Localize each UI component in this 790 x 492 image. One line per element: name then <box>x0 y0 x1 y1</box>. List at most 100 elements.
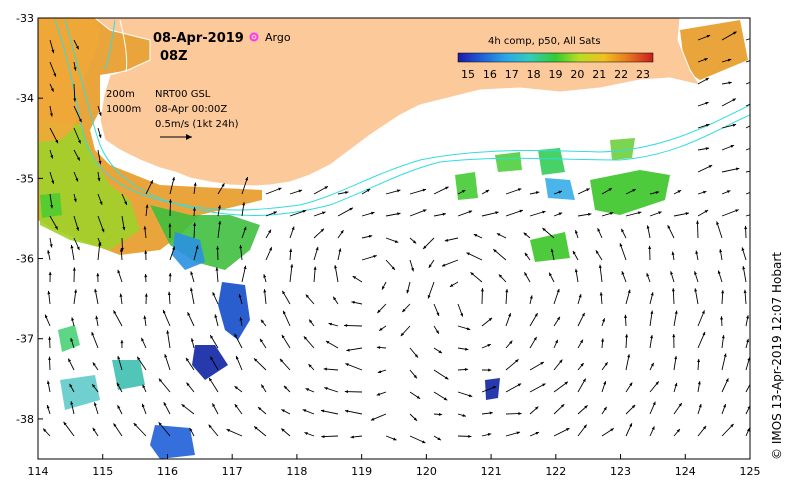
current-arrow <box>646 225 651 239</box>
current-arrow <box>308 319 315 327</box>
depth-1000-label: 1000m <box>106 104 141 115</box>
current-arrow <box>313 266 317 283</box>
current-arrow <box>433 347 443 354</box>
current-arrow <box>92 362 99 371</box>
current-arrow <box>721 209 739 217</box>
current-arrow <box>313 228 325 239</box>
current-arrow <box>211 403 219 415</box>
current-arrow <box>695 250 699 261</box>
current-arrow <box>313 185 329 195</box>
current-arrow <box>46 404 51 415</box>
current-arrow <box>505 412 522 416</box>
scale-arrow-label: 0.5m/s (1kt 24h) <box>155 119 239 130</box>
current-arrow <box>625 188 637 195</box>
current-arrow <box>169 176 175 195</box>
current-arrow <box>48 271 52 283</box>
current-arrow <box>190 338 195 349</box>
current-arrow <box>253 426 267 437</box>
current-arrow <box>241 202 246 217</box>
current-arrow <box>361 188 371 195</box>
x-tick-label: 116 <box>157 465 178 478</box>
y-tick-label: -37 <box>16 333 34 346</box>
current-arrow <box>697 164 713 173</box>
current-arrow <box>133 422 147 437</box>
current-arrow <box>283 385 291 393</box>
current-arrow <box>577 294 582 305</box>
current-arrow <box>73 61 77 71</box>
current-arrow <box>305 294 315 305</box>
current-arrow <box>167 291 171 305</box>
current-arrow <box>625 354 631 371</box>
current-arrow <box>190 271 195 283</box>
current-arrow <box>49 149 54 159</box>
current-arrow <box>208 377 219 393</box>
y-tick-label: -35 <box>16 172 34 185</box>
current-arrow <box>673 428 681 437</box>
current-arrow <box>344 323 363 328</box>
current-arrow <box>505 209 524 217</box>
current-arrow <box>745 38 750 41</box>
current-arrow <box>49 237 53 248</box>
current-arrow <box>337 229 344 239</box>
current-arrow <box>289 264 294 283</box>
current-arrow <box>325 340 339 349</box>
current-arrow <box>401 303 411 313</box>
current-arrow <box>385 237 399 243</box>
scale-arrow-icon <box>160 134 192 140</box>
current-arrow <box>385 435 397 441</box>
current-arrow <box>529 191 540 195</box>
current-arrow <box>524 252 531 261</box>
current-arrow <box>217 183 225 195</box>
current-arrow <box>496 232 507 239</box>
current-arrow <box>145 180 154 195</box>
current-arrow <box>49 215 59 230</box>
y-tick-label: -38 <box>16 413 34 426</box>
colorbar-tick-label: 16 <box>483 68 497 81</box>
current-arrow <box>428 259 435 269</box>
colorbar-tick-label: 17 <box>505 68 519 81</box>
current-arrow <box>601 338 605 349</box>
current-arrow <box>168 223 172 239</box>
current-arrow <box>193 182 197 195</box>
current-arrow <box>73 105 82 123</box>
current-arrow <box>577 424 588 437</box>
current-arrow <box>505 383 522 393</box>
current-arrow <box>720 316 724 327</box>
argo-label: Argo <box>265 31 291 44</box>
current-arrow <box>480 288 484 305</box>
current-arrow <box>378 325 387 331</box>
current-arrow <box>625 289 631 305</box>
current-arrow <box>457 347 469 351</box>
current-arrow <box>67 358 75 371</box>
current-arrow <box>672 333 676 349</box>
current-arrow <box>376 346 387 350</box>
current-arrow <box>73 193 77 203</box>
current-arrow <box>697 123 710 129</box>
current-arrow <box>481 386 497 393</box>
current-arrow <box>253 358 267 371</box>
current-arrow <box>337 191 349 195</box>
current-arrow <box>361 254 377 261</box>
current-arrow <box>745 125 750 129</box>
current-arrow <box>697 310 705 327</box>
current-arrow <box>601 428 615 437</box>
current-arrow <box>97 193 103 205</box>
current-arrow <box>667 224 675 239</box>
current-arrow <box>42 428 51 437</box>
current-arrow <box>505 313 512 327</box>
current-arrow <box>265 187 282 195</box>
current-arrow <box>344 409 363 415</box>
current-arrow <box>505 188 522 195</box>
current-arrow <box>63 421 75 437</box>
current-arrow <box>673 382 678 393</box>
current-arrow <box>577 378 587 393</box>
current-arrow <box>553 359 563 371</box>
current-arrow <box>697 358 701 371</box>
current-arrow <box>217 220 222 239</box>
current-arrow <box>332 296 339 305</box>
current-arrow <box>505 340 513 349</box>
current-arrow <box>649 310 654 327</box>
current-arrow <box>97 215 105 233</box>
current-arrow <box>92 427 99 437</box>
current-arrow <box>193 245 199 261</box>
